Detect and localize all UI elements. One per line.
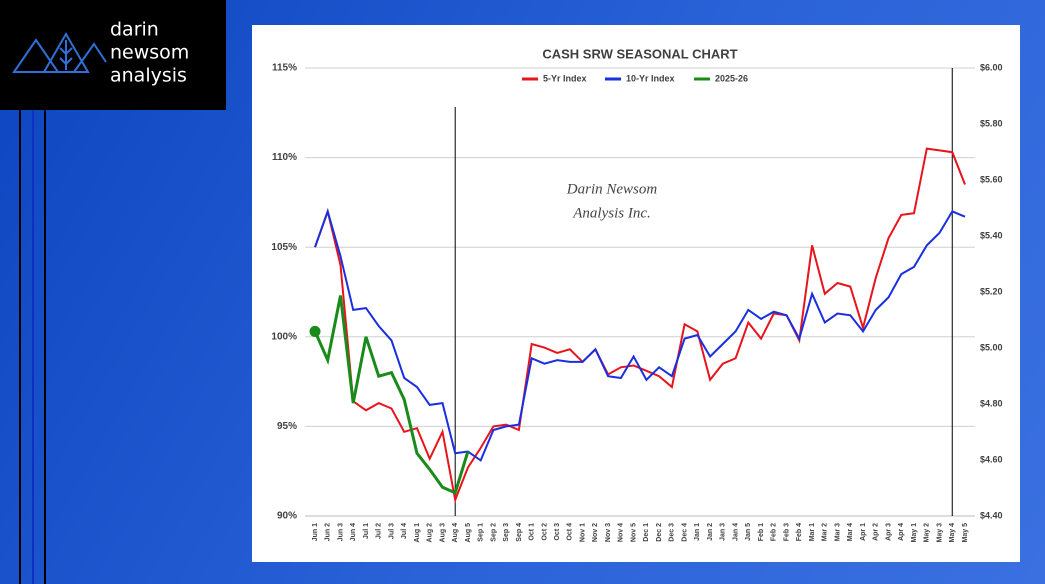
y-tick-label: 110% (272, 152, 297, 163)
x-tick-label: Aug 5 (465, 523, 472, 543)
x-tick-label: Feb 3 (783, 523, 790, 541)
x-tick-label: Jul 3 (388, 523, 395, 539)
legend-label: 2025-26 (715, 73, 748, 83)
x-tick-label: May 3 (936, 523, 943, 543)
y2-tick-label: $5.20 (980, 286, 1003, 296)
start-marker (309, 325, 321, 337)
x-tick-label: Apr 4 (898, 523, 905, 541)
x-tick-label: Aug 3 (439, 523, 446, 543)
x-tick-label: Jun 4 (350, 523, 357, 541)
logo-icon (12, 32, 107, 73)
x-tick-label: Jan 4 (732, 523, 739, 541)
x-tick-label: Jan 1 (694, 523, 701, 541)
x-tick-label: Jul 1 (363, 523, 370, 539)
x-tick-label: Jan 5 (745, 523, 752, 541)
y2-tick-label: $5.40 (980, 230, 1003, 240)
x-tick-label: Nov 5 (630, 523, 637, 542)
x-tick-label: Dec 1 (643, 523, 650, 542)
x-tick-label: Jun 3 (337, 523, 344, 541)
y2-tick-label: $6.00 (980, 62, 1003, 72)
y-tick-label: 90% (277, 511, 297, 522)
y2-tick-label: $5.80 (980, 118, 1003, 128)
x-tick-label: Jan 3 (720, 523, 727, 541)
x-tick-label: Apr 3 (885, 523, 892, 541)
legend-label: 10-Yr Index (626, 73, 675, 83)
x-tick-label: Jun 2 (325, 523, 332, 541)
chart-panel (252, 25, 1020, 562)
x-tick-label: Oct 2 (541, 523, 548, 541)
x-tick-label: May 5 (962, 523, 969, 543)
y2-tick-label: $5.60 (980, 174, 1003, 184)
chart-title: CASH SRW SEASONAL CHART (542, 46, 737, 61)
y-tick-label: 100% (271, 331, 297, 342)
y-tick-label: 95% (277, 421, 297, 432)
x-tick-label: Mar 3 (834, 523, 841, 541)
x-tick-label: Dec 3 (669, 523, 676, 542)
series-line (314, 208, 966, 462)
logo-line: analysis (110, 65, 187, 87)
x-tick-label: Aug 4 (452, 523, 459, 543)
x-tick-label: Jun 1 (312, 523, 319, 541)
logo-box (0, 0, 226, 110)
x-tick-label: Jan 2 (707, 523, 714, 541)
y2-tick-label: $4.80 (980, 398, 1003, 408)
y-tick-label: 105% (271, 242, 297, 253)
x-tick-label: Mar 4 (847, 523, 854, 541)
x-tick-label: Apr 2 (873, 523, 880, 541)
x-tick-label: Oct 3 (554, 523, 561, 541)
x-tick-label: Oct 1 (529, 523, 536, 541)
x-tick-label: Oct 4 (567, 523, 574, 541)
x-tick-label: Jul 4 (401, 523, 408, 539)
x-tick-label: Dec 4 (681, 523, 688, 542)
x-tick-label: Nov 4 (618, 523, 625, 542)
x-tick-label: Feb 1 (758, 523, 765, 541)
x-tick-label: Nov 2 (592, 523, 599, 542)
y2-tick-label: $4.40 (980, 510, 1003, 520)
x-tick-label: May 1 (911, 523, 918, 543)
x-tick-label: Mar 2 (822, 523, 829, 541)
y2-tick-label: $4.60 (980, 454, 1003, 464)
logo-line: newsom (110, 42, 189, 64)
x-tick-label: Nov 3 (605, 523, 612, 542)
watermark: Darin Newsom (566, 181, 658, 197)
x-tick-label: Aug 1 (414, 523, 421, 543)
legend-label: 5-Yr Index (543, 73, 587, 83)
x-tick-label: Feb 4 (796, 523, 803, 541)
x-tick-label: Aug 2 (427, 523, 434, 543)
x-tick-label: Jul 2 (376, 523, 383, 539)
x-tick-label: Mar 1 (809, 523, 816, 541)
y-tick-label: 115% (272, 63, 297, 74)
x-tick-label: Apr 1 (860, 523, 867, 541)
x-tick-label: Sep 2 (490, 523, 497, 542)
series-line (313, 295, 470, 495)
x-tick-label: Sep 4 (516, 523, 523, 542)
x-tick-label: Sep 1 (478, 523, 485, 542)
x-tick-label: Nov 1 (579, 523, 586, 542)
logo-line: darin (110, 19, 159, 41)
x-tick-label: May 2 (924, 523, 931, 543)
watermark: Analysis Inc. (572, 205, 650, 221)
y2-tick-label: $5.00 (980, 342, 1003, 352)
x-tick-label: May 4 (949, 523, 956, 543)
x-tick-label: Feb 2 (771, 523, 778, 541)
x-tick-label: Dec 2 (656, 523, 663, 542)
x-tick-label: Sep 3 (503, 523, 510, 542)
chart: CASH SRW SEASONAL CHART Darin Newsom Ana… (271, 46, 1002, 542)
